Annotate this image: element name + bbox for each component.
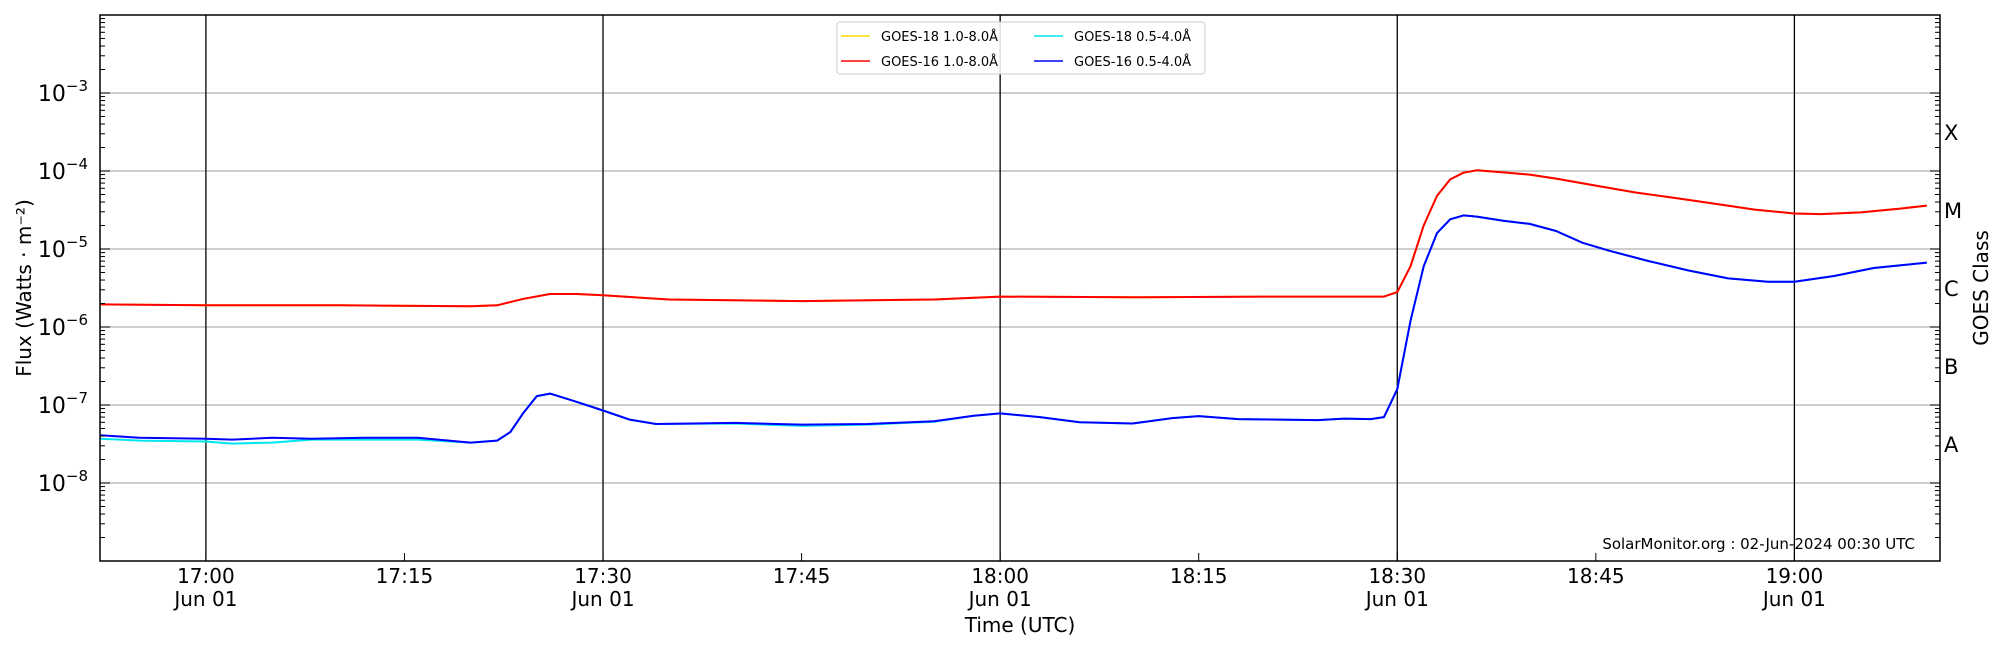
series-lines [99,169,1927,445]
x-tick-label: 18:00 [971,564,1029,588]
x-tick-date-label: Jun 01 [172,587,237,611]
series-line-3 [99,214,1927,444]
goes-class-label: C [1944,277,1959,301]
y-tick-labels: 10−3 10−4 10−5 10−6 10−7 10−8 [38,77,88,497]
legend-entry: GOES-16 1.0-8.0Å [881,54,998,70]
x-tick-label: 17:00 [177,564,235,588]
goes-class-label: X [1944,121,1958,145]
x-tick-date-label: Jun 01 [1761,587,1826,611]
x-tick-date-label: Jun 01 [569,587,634,611]
y-tick-label: 10−4 [38,155,88,185]
y-axis-right-label: GOES Class [1969,230,1993,346]
legend-entry: GOES-18 0.5-4.0Å [1074,29,1191,45]
goes-class-labels: X M C B A [1944,121,1962,457]
plot-frame [99,14,1941,562]
x-tick-label: 17:45 [773,564,831,588]
goes-class-label: B [1944,355,1958,379]
x-tick-label: 17:30 [574,564,632,588]
x-tick-label: 18:30 [1368,564,1426,588]
y-tick-label: 10−5 [38,233,88,263]
x-axis-label: Time (UTC) [964,613,1076,637]
x-tick-label: 18:45 [1567,564,1625,588]
goes-class-label: M [1944,199,1962,223]
annotation-source: SolarMonitor.org : 02-Jun-2024 00:30 UTC [1602,535,1915,553]
legend-entry: GOES-16 0.5-4.0Å [1074,54,1191,70]
y-tick-label: 10−6 [38,311,88,341]
y-tick-label: 10−3 [38,77,88,107]
legend: GOES-18 1.0-8.0Å GOES-16 1.0-8.0Å GOES-18 … [836,21,1206,75]
y-tick-label: 10−8 [38,467,88,497]
series-line-0 [99,169,1927,308]
y-axis-label: Flux (Watts · m⁻²) [12,199,36,377]
legend-box [836,21,1206,75]
legend-entry: GOES-18 1.0-8.0Å [881,29,998,45]
series-line-1 [99,169,1927,308]
axis-ticks [100,18,1940,562]
series-line-2 [99,214,1927,445]
goes-class-label: A [1944,433,1959,457]
x-tick-date-label: Jun 01 [967,587,1032,611]
x-tick-label: 17:15 [376,564,434,588]
x-tick-date-label: Jun 01 [1364,587,1429,611]
time-lines [205,15,1796,561]
gridlines [100,92,1940,484]
x-tick-label: 19:00 [1766,564,1824,588]
x-tick-label: 18:15 [1170,564,1228,588]
y-tick-label: 10−7 [38,389,88,419]
